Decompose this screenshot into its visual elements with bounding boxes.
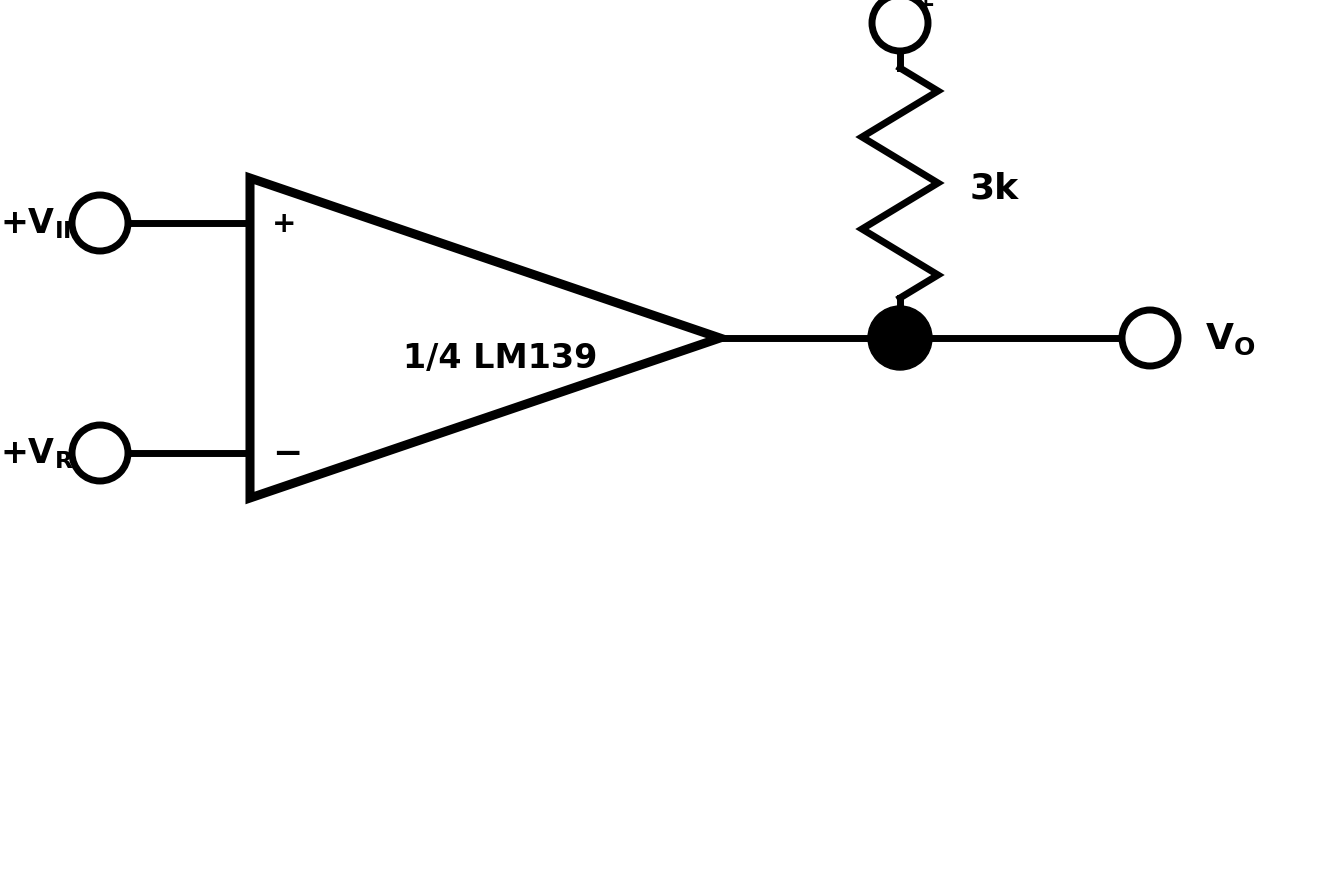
Circle shape	[72, 426, 128, 481]
Circle shape	[1122, 311, 1178, 367]
Text: $\bf{V_O}$: $\bf{V_O}$	[1205, 321, 1255, 356]
Text: $\bf{+V_{IN}}$: $\bf{+V_{IN}}$	[0, 206, 82, 241]
Circle shape	[872, 0, 928, 52]
Circle shape	[72, 196, 128, 252]
Text: 1/4 LM139: 1/4 LM139	[402, 342, 598, 375]
Text: $\bf{+V_{REF}}$: $\bf{+V_{REF}}$	[0, 436, 104, 471]
Text: −: −	[271, 436, 302, 471]
Text: +: +	[271, 210, 297, 238]
Circle shape	[868, 306, 932, 371]
Text: $\bf{V^+}$: $\bf{V^+}$	[885, 1, 935, 33]
Text: 3k: 3k	[971, 172, 1019, 205]
